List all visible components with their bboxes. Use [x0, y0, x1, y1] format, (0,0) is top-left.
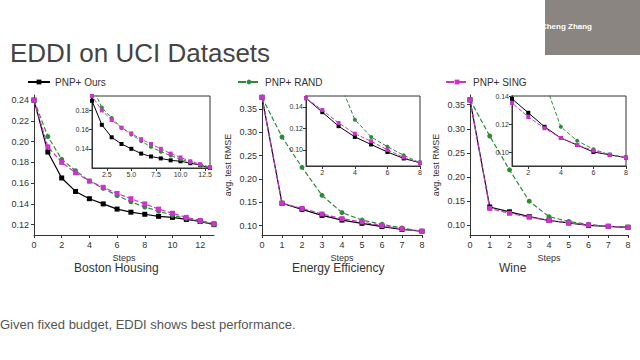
svg-text:0.16: 0.16: [11, 178, 29, 188]
svg-text:2: 2: [299, 240, 304, 250]
svg-text:Cheng Zhang: Cheng Zhang: [541, 22, 592, 31]
svg-text:Energy Efficiency: Energy Efficiency: [292, 261, 385, 275]
svg-text:0.20: 0.20: [11, 137, 29, 147]
svg-text:0.18: 0.18: [75, 107, 89, 114]
svg-text:0.15: 0.15: [447, 196, 465, 206]
svg-text:0.24: 0.24: [11, 95, 29, 105]
svg-text:2: 2: [59, 240, 64, 250]
svg-text:3: 3: [527, 240, 532, 250]
svg-text:12.5: 12.5: [198, 171, 212, 178]
svg-text:Steps: Steps: [537, 253, 561, 263]
svg-text:7: 7: [606, 240, 611, 250]
svg-text:avg. test RMSE: avg. test RMSE: [223, 134, 233, 197]
svg-text:0.14: 0.14: [11, 199, 29, 209]
svg-text:5.0: 5.0: [126, 171, 136, 178]
svg-text:0.35: 0.35: [239, 104, 257, 114]
svg-text:Given fixed budget, EDDI shows: Given fixed budget, EDDI shows best perf…: [0, 317, 296, 332]
svg-text:5: 5: [566, 240, 571, 250]
svg-text:2: 2: [320, 169, 324, 176]
svg-text:0.10: 0.10: [239, 221, 257, 231]
svg-text:8: 8: [142, 240, 147, 250]
svg-text:0.12: 0.12: [11, 220, 29, 230]
svg-text:4: 4: [546, 240, 551, 250]
svg-text:Boston Housing: Boston Housing: [74, 261, 159, 275]
svg-text:0: 0: [259, 240, 264, 250]
svg-text:1: 1: [487, 240, 492, 250]
svg-text:0.10: 0.10: [447, 220, 465, 230]
svg-text:7: 7: [399, 240, 404, 250]
svg-text:Wine: Wine: [499, 261, 527, 275]
svg-text:6: 6: [379, 240, 384, 250]
svg-text:10: 10: [167, 240, 177, 250]
svg-text:3: 3: [319, 240, 324, 250]
svg-text:6: 6: [115, 240, 120, 250]
svg-text:0.20: 0.20: [239, 174, 257, 184]
svg-text:0.16: 0.16: [75, 126, 89, 133]
svg-text:2.5: 2.5: [102, 171, 112, 178]
svg-text:0.10: 0.10: [495, 149, 509, 156]
svg-text:0.18: 0.18: [11, 157, 29, 167]
svg-text:12: 12: [195, 240, 205, 250]
svg-text:6: 6: [586, 240, 591, 250]
svg-text:Steps: Steps: [330, 253, 354, 263]
svg-text:0.25: 0.25: [447, 148, 465, 158]
svg-text:8: 8: [624, 169, 628, 176]
svg-text:0: 0: [31, 240, 36, 250]
svg-text:8: 8: [625, 240, 630, 250]
svg-text:4: 4: [559, 169, 563, 176]
svg-text:2: 2: [507, 240, 512, 250]
svg-text:0.20: 0.20: [447, 172, 465, 182]
svg-text:0.30: 0.30: [447, 124, 465, 134]
svg-text:PNP+ SING: PNP+ SING: [473, 77, 527, 88]
svg-text:PNP+ Ours: PNP+ Ours: [55, 77, 106, 88]
svg-text:PNP+ RAND: PNP+ RAND: [265, 77, 323, 88]
svg-text:6: 6: [591, 169, 595, 176]
svg-text:0.35: 0.35: [447, 100, 465, 110]
svg-text:0.14: 0.14: [495, 93, 509, 100]
svg-text:2: 2: [526, 169, 530, 176]
svg-text:0.14: 0.14: [289, 103, 303, 110]
svg-text:Steps: Steps: [112, 253, 136, 263]
svg-text:4: 4: [87, 240, 92, 250]
svg-text:8: 8: [418, 169, 422, 176]
svg-text:6: 6: [385, 169, 389, 176]
svg-text:0.12: 0.12: [495, 121, 509, 128]
svg-text:4: 4: [353, 169, 357, 176]
svg-text:10.0: 10.0: [174, 171, 188, 178]
svg-text:1: 1: [279, 240, 284, 250]
svg-text:7.5: 7.5: [151, 171, 161, 178]
svg-text:0.30: 0.30: [239, 127, 257, 137]
svg-text:0: 0: [467, 240, 472, 250]
svg-text:5: 5: [359, 240, 364, 250]
svg-text:4: 4: [339, 240, 344, 250]
svg-text:8: 8: [419, 240, 424, 250]
svg-text:EDDI on UCI Datasets: EDDI on UCI Datasets: [10, 38, 270, 68]
svg-text:0.14: 0.14: [75, 145, 89, 152]
svg-text:0.12: 0.12: [289, 125, 303, 132]
svg-text:0.15: 0.15: [239, 197, 257, 207]
svg-text:0.22: 0.22: [11, 116, 29, 126]
svg-text:avg. test RMSE: avg. test RMSE: [431, 134, 441, 197]
svg-text:0.25: 0.25: [239, 151, 257, 161]
svg-text:0.10: 0.10: [289, 146, 303, 153]
